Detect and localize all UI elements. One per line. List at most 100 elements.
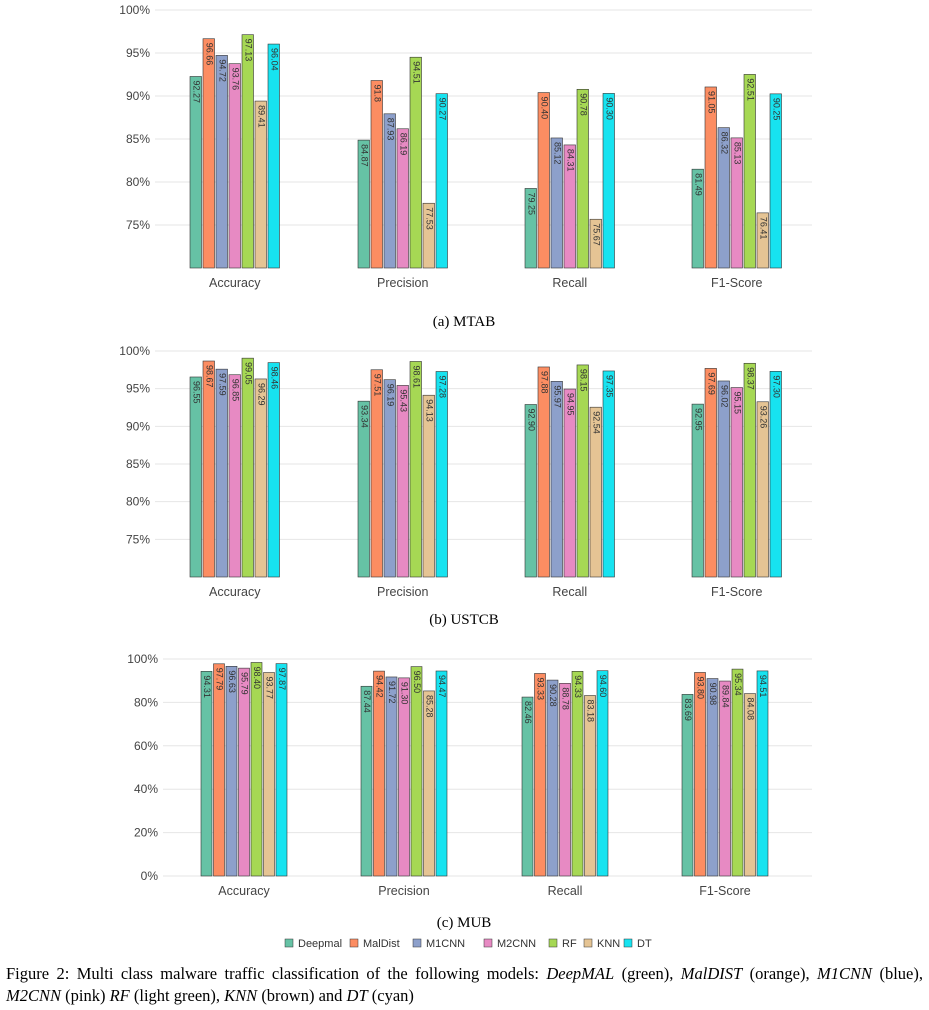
- bar: [550, 137, 563, 269]
- bar-value-label: 95.15: [732, 392, 742, 415]
- bar: [202, 360, 215, 578]
- bar-value-label: 76.41: [758, 217, 768, 240]
- bar: [275, 663, 288, 877]
- y-tick-label: 80%: [126, 175, 150, 189]
- bar-value-label: 85.28: [425, 695, 435, 718]
- caption-model-desc: (green),: [614, 964, 681, 983]
- bar-value-label: 86.19: [398, 133, 408, 156]
- bar: [521, 696, 534, 877]
- bar: [537, 366, 550, 578]
- bar-value-label: 94.13: [424, 399, 434, 422]
- bar-value-label: 84.87: [359, 144, 369, 167]
- bar: [267, 362, 280, 578]
- bar: [383, 113, 396, 269]
- bar: [704, 86, 717, 269]
- y-tick-label: 75%: [126, 218, 150, 232]
- bar: [435, 93, 448, 269]
- y-tick-label: 100%: [127, 652, 158, 666]
- bar-value-label: 85.12: [552, 142, 562, 165]
- bar: [228, 63, 241, 269]
- bar: [681, 694, 694, 877]
- caption-model-name: DeepMAL: [546, 964, 615, 983]
- bar-value-label: 93.26: [758, 406, 768, 429]
- caption-model-name: RF: [109, 986, 130, 1005]
- bar: [373, 670, 385, 877]
- y-tick-label: 60%: [134, 739, 158, 753]
- bar: [225, 666, 238, 877]
- bar-value-label: 91.30: [400, 682, 410, 705]
- bar: [250, 662, 263, 877]
- bar-value-label: 95.79: [240, 672, 250, 695]
- bar-value-label: 86.32: [719, 132, 729, 155]
- figure-caption: Figure 2: Multi class malware traffic cl…: [6, 963, 923, 1007]
- bar-value-label: 90.40: [539, 97, 549, 120]
- category-label: F1-Score: [711, 276, 762, 290]
- bar: [385, 676, 398, 877]
- bar: [396, 385, 409, 578]
- bar-value-label: 90.25: [771, 98, 781, 121]
- bar: [254, 100, 267, 269]
- legend-entry: KNN: [597, 938, 620, 950]
- bar: [756, 401, 769, 578]
- bar-value-label: 96.55: [191, 381, 201, 404]
- bar-value-label: 97.69: [706, 372, 716, 395]
- bar: [563, 144, 576, 269]
- bar-value-label: 93.77: [265, 677, 275, 700]
- y-tick-label: 95%: [126, 382, 150, 396]
- y-tick-label: 0%: [141, 869, 159, 883]
- category-label: Accuracy: [209, 276, 261, 290]
- caption-model-desc: (pink): [61, 986, 110, 1005]
- bar-value-label: 97.51: [372, 374, 382, 397]
- legend-entry: RF: [562, 938, 577, 950]
- bar: [370, 80, 383, 269]
- chart-panel: 0% 20% 40% 60% 80% 100% 94.31 97.79 96.63 95.79 98…: [127, 652, 812, 931]
- bar: [202, 38, 215, 269]
- bar-value-label: 84.31: [565, 149, 575, 172]
- bar: [550, 381, 563, 578]
- bar: [383, 379, 396, 578]
- bar: [534, 673, 546, 877]
- bar: [254, 378, 267, 578]
- bar: [596, 670, 609, 877]
- bar: [559, 683, 571, 877]
- bar: [213, 663, 225, 877]
- panel-subtitle: (c) MUB: [437, 915, 492, 931]
- caption-model-name: M2CNN: [6, 986, 62, 1005]
- legend-swatch: [284, 938, 294, 948]
- y-tick-label: 75%: [126, 532, 150, 546]
- caption-model-name: DT: [346, 986, 368, 1005]
- y-tick-label: 80%: [126, 495, 150, 509]
- bar-value-label: 97.13: [243, 39, 253, 62]
- bar-value-label: 96.85: [230, 379, 240, 402]
- y-tick-label: 100%: [119, 3, 150, 17]
- bar: [409, 361, 422, 578]
- caption-model-desc: (light green),: [129, 986, 225, 1005]
- bar: [756, 670, 769, 877]
- legend-swatch: [349, 938, 359, 948]
- bar-value-label: 98.40: [252, 666, 262, 689]
- category-label: Accuracy: [218, 884, 270, 898]
- bar-value-label: 75.67: [591, 223, 601, 246]
- bar: [215, 368, 228, 578]
- bar-value-label: 94.31: [202, 675, 212, 698]
- bar: [730, 137, 743, 269]
- bar-value-label: 89.41: [256, 105, 266, 128]
- y-tick-label: 85%: [126, 132, 150, 146]
- bar-value-label: 96.04: [269, 48, 279, 71]
- bar-value-label: 97.79: [215, 668, 225, 691]
- bar-value-label: 81.49: [693, 173, 703, 196]
- bar: [576, 88, 589, 269]
- bar: [435, 670, 448, 877]
- bar-value-label: 88.78: [561, 687, 571, 710]
- bar-value-label: 97.87: [277, 668, 287, 691]
- bar-value-label: 90.27: [437, 98, 447, 121]
- bar: [694, 672, 706, 877]
- bar-value-label: 89.84: [721, 685, 731, 708]
- bar: [357, 400, 370, 578]
- bar: [263, 672, 275, 877]
- category-label: Accuracy: [209, 585, 261, 599]
- bar-value-label: 98.61: [411, 365, 421, 388]
